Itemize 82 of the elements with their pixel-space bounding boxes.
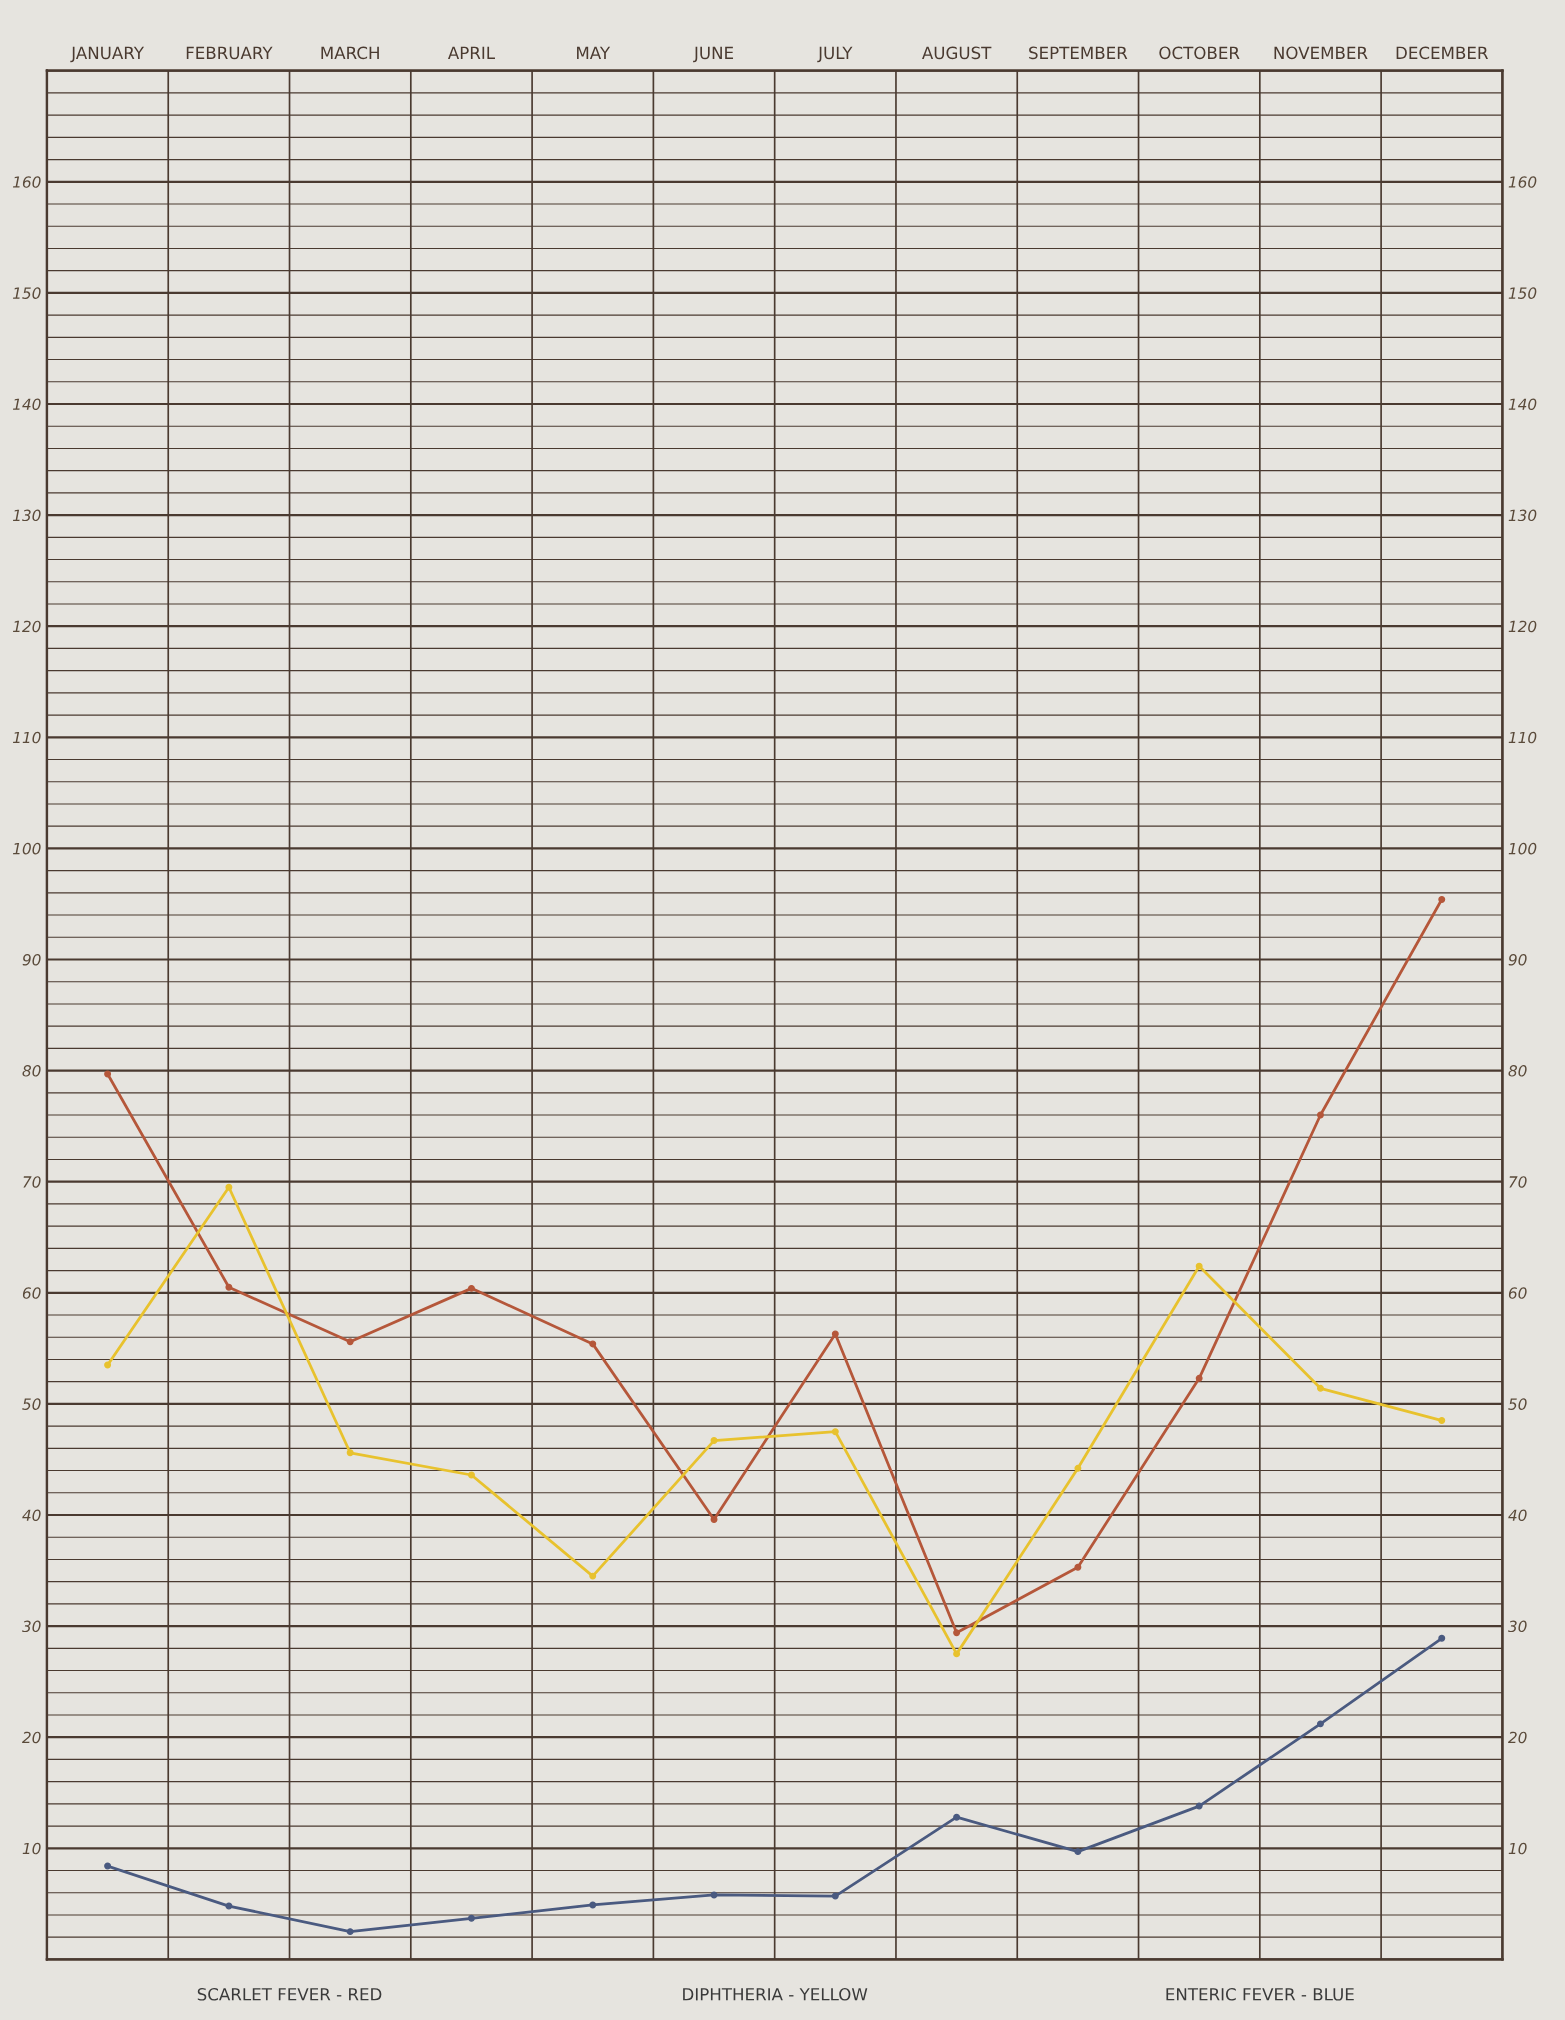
point [467, 1914, 475, 1922]
y2-tick-label: 60 [1508, 1287, 1527, 1299]
point [346, 1928, 354, 1936]
text: ENTERIC FEVER - BLUE [1166, 1987, 1354, 2001]
point [1074, 1464, 1082, 1472]
point [1195, 1262, 1203, 1270]
y-tick-label: 50 [22, 1398, 41, 1410]
point [831, 1330, 839, 1338]
y2-tick-label: 90 [1508, 953, 1527, 966]
text: SCARLET FEVER - RED [197, 1987, 382, 2001]
point [225, 1183, 233, 1191]
point [1316, 1720, 1324, 1728]
y2-tick-label: 100 [1508, 842, 1537, 855]
point [1074, 1563, 1082, 1571]
point [104, 1862, 112, 1870]
point [467, 1471, 475, 1479]
point [589, 1901, 597, 1909]
y-tick-label: 10 [22, 1842, 41, 1855]
point [1316, 1384, 1324, 1392]
point [1316, 1111, 1324, 1119]
point [467, 1284, 475, 1292]
y-tick-label: 60 [22, 1287, 41, 1299]
point [1195, 1374, 1203, 1382]
y-tick-label: 40 [22, 1509, 41, 1522]
point [831, 1428, 839, 1436]
point [1438, 896, 1446, 903]
x-tick-label: JULY [817, 46, 853, 63]
y2-tick-label: 40 [1508, 1509, 1527, 1522]
x-tick-label: SEPTEMBER [1029, 46, 1128, 60]
x-tick-label: APRIL [447, 46, 495, 59]
y2-tick-label: 110 [1508, 731, 1537, 744]
point [953, 1629, 961, 1637]
y2-tick-label: 10 [1508, 1842, 1527, 1855]
point [710, 1437, 718, 1445]
y2-tick-label: 30 [1507, 1620, 1527, 1633]
point [104, 1361, 112, 1369]
text: DIPHTHERIA - YELLOW [683, 1987, 868, 2001]
x-tick-label: JANUARY [70, 46, 145, 63]
point [953, 1813, 961, 1821]
point [225, 1283, 233, 1291]
y-tick-label: 20 [22, 1731, 41, 1744]
y-tick-label: 30 [21, 1620, 41, 1633]
point [225, 1902, 233, 1910]
y-tick-label: 160 [12, 176, 41, 188]
y-tick-label: 110 [12, 731, 41, 744]
y2-tick-label: 50 [1508, 1398, 1527, 1410]
point [710, 1515, 718, 1523]
point [1438, 1417, 1446, 1425]
point [346, 1449, 354, 1457]
x-tick-label: DECEMBER [1396, 46, 1488, 60]
point [589, 1340, 597, 1348]
point [1074, 1848, 1082, 1856]
point [831, 1892, 839, 1900]
x-tick-label: AUGUST [922, 46, 992, 60]
y2-tick-label: 150 [1508, 287, 1537, 299]
y2-tick-label: 140 [1508, 398, 1537, 411]
y-tick-label: 70 [23, 1176, 41, 1188]
y-tick-label: 90 [22, 953, 41, 966]
y-tick-label: 80 [22, 1065, 41, 1077]
x-tick-label: MARCH [321, 46, 379, 60]
x-tick-label: NOVEMBER [1274, 46, 1368, 60]
x-tick-label: OCTOBER [1159, 46, 1240, 60]
point [104, 1070, 112, 1078]
y2-tick-label: 130 [1508, 509, 1537, 522]
y2-tick-label: 80 [1508, 1065, 1527, 1077]
point [953, 1650, 961, 1658]
point [589, 1572, 597, 1580]
y-tick-label: 150 [12, 287, 41, 299]
point [1195, 1802, 1203, 1810]
x-tick-label: FEBRUARY [186, 46, 273, 60]
y-tick-label: 140 [12, 398, 41, 411]
point [1438, 1634, 1446, 1642]
y-tick-label: 100 [12, 842, 41, 855]
y-tick-label: 120 [12, 620, 41, 633]
point [346, 1338, 354, 1346]
x-tick-label: MAY [577, 46, 611, 59]
y-tick-label: 130 [12, 509, 41, 522]
x-tick-label: JUNE [693, 46, 734, 63]
y2-tick-label: 20 [1508, 1731, 1527, 1744]
y2-tick-label: 160 [1508, 176, 1537, 188]
y2-tick-label: 120 [1508, 620, 1537, 633]
y2-tick-label: 70 [1509, 1176, 1527, 1188]
